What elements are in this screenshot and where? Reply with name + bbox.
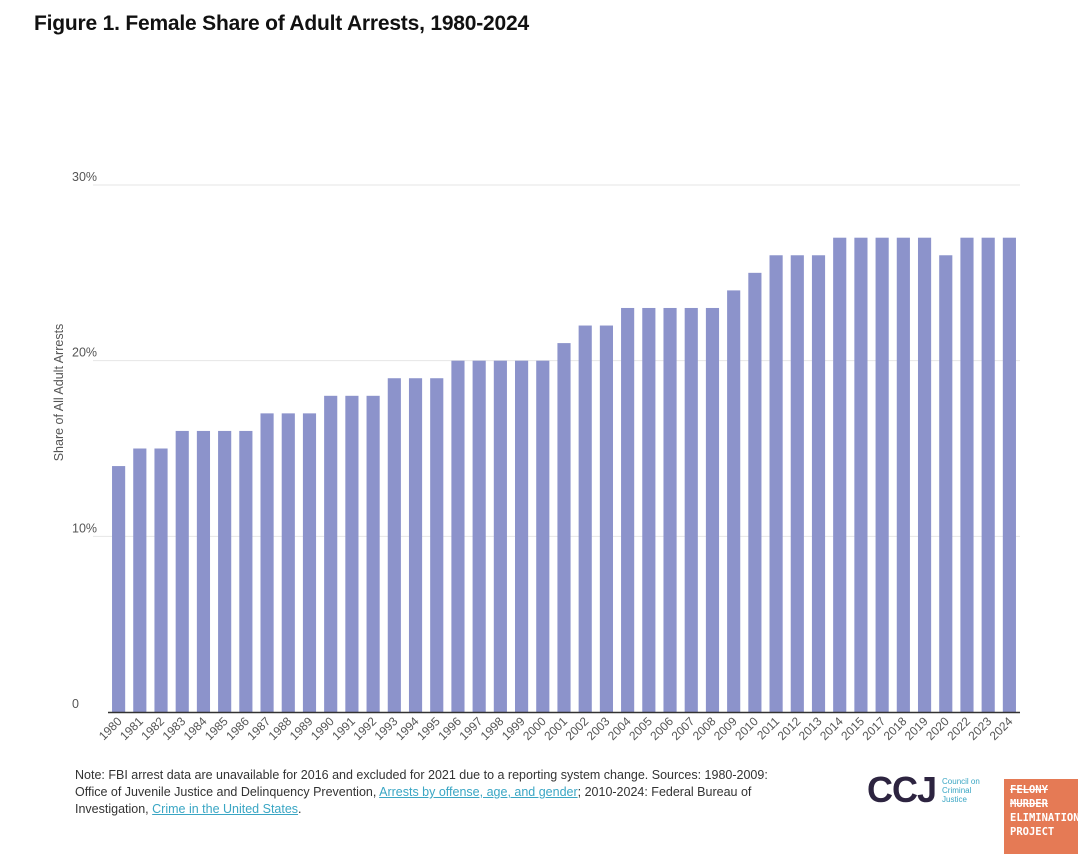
bar xyxy=(833,237,847,712)
fmep-line-3: ELIMINATION xyxy=(1010,812,1078,824)
bar xyxy=(281,413,295,712)
bar xyxy=(981,237,995,712)
ccj-logo: CCJ Council on Criminal Justice xyxy=(867,769,984,810)
bar xyxy=(430,378,444,712)
bar xyxy=(112,466,126,712)
bar xyxy=(366,395,380,712)
bar xyxy=(811,255,826,712)
bar xyxy=(472,360,486,712)
bar xyxy=(493,360,507,712)
bar xyxy=(684,307,698,712)
fmep-logo: FELONY MURDER ELIMINATION PROJECT xyxy=(1004,779,1078,854)
bar xyxy=(875,237,889,712)
bar xyxy=(705,307,720,712)
note-text-3: . xyxy=(298,802,302,816)
ccj-logo-subtitle: Council on Criminal Justice xyxy=(942,776,980,804)
bar-chart: 010%20%30%Share of All Adult Arrests1980… xyxy=(52,170,1020,743)
note-text-2: ; 2010-2024: Federal Bureau of Investiga… xyxy=(75,785,752,816)
bar xyxy=(748,272,762,712)
bar xyxy=(451,360,465,712)
chart-title: Figure 1. Female Share of Adult Arrests,… xyxy=(34,12,529,35)
bar xyxy=(917,237,932,712)
bar xyxy=(154,448,168,712)
bar xyxy=(515,360,529,712)
note-text-1: Note: FBI arrest data are unavailable fo… xyxy=(75,768,768,799)
bar xyxy=(218,430,232,712)
source-link-ojjdp[interactable]: Arrests by offense, age, and gender xyxy=(379,785,578,799)
y-tick-label: 30% xyxy=(72,170,97,184)
y-tick-label: 10% xyxy=(72,521,97,535)
y-tick-label: 20% xyxy=(72,346,97,360)
bar xyxy=(557,343,571,712)
bar xyxy=(790,255,804,712)
bar xyxy=(260,413,274,712)
fmep-line-4: PROJECT xyxy=(1010,826,1055,838)
bar xyxy=(175,430,189,712)
bar xyxy=(324,395,338,712)
fmep-line-1: FELONY xyxy=(1010,784,1048,796)
y-axis-label: Share of All Adult Arrests xyxy=(52,324,66,462)
bar xyxy=(345,395,359,712)
bar xyxy=(536,360,550,712)
bar xyxy=(133,448,147,712)
bar xyxy=(239,430,253,712)
bar xyxy=(769,255,783,712)
bar xyxy=(408,378,423,712)
bar xyxy=(642,307,656,712)
fmep-line-2: MURDER xyxy=(1010,798,1048,810)
bar xyxy=(599,325,613,712)
y-tick-label: 0 xyxy=(72,697,79,711)
bar xyxy=(727,290,741,712)
bar xyxy=(939,255,953,712)
bar xyxy=(302,413,317,712)
bar xyxy=(1002,237,1016,712)
bar xyxy=(663,307,677,712)
source-link-fbi[interactable]: Crime in the United States xyxy=(152,802,299,816)
bar xyxy=(896,237,910,712)
bar xyxy=(854,237,868,712)
ccj-logo-mark: CCJ xyxy=(867,769,937,810)
bar xyxy=(621,307,635,712)
x-tick-label: 2024 xyxy=(987,714,1016,743)
bar xyxy=(960,237,974,712)
source-note: Note: FBI arrest data are unavailable fo… xyxy=(75,767,795,818)
bar xyxy=(196,430,211,712)
bar xyxy=(578,325,592,712)
bar xyxy=(387,378,401,712)
